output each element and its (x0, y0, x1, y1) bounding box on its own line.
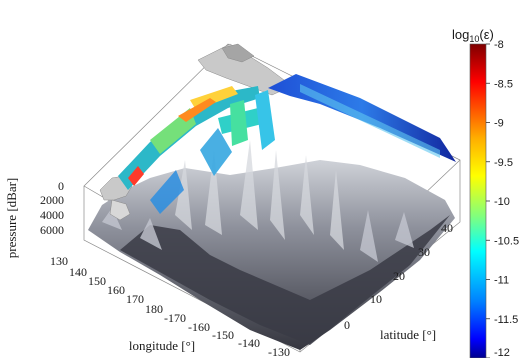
colorbar-tick-label: -9 (494, 118, 504, 130)
colorbar-tick-label: -10.5 (494, 235, 519, 247)
colorbar-tick-label: -11 (494, 275, 509, 287)
colorbar-title-eps: (ε) (479, 27, 493, 42)
pressure-tick-0: 0 (58, 179, 64, 193)
pressure-tick-2000: 2000 (40, 193, 64, 207)
colorbar-tick-label: -8 (494, 39, 504, 51)
longitude-tick-130: 130 (50, 254, 68, 268)
colorbar-tick-label: -12 (494, 347, 510, 358)
latitude-axis: 0 10 20 30 40 latitude [°] (344, 221, 453, 342)
longitude-tick-neg170: -170 (164, 311, 186, 325)
land-masses (99, 43, 293, 221)
longitude-tick-neg150: -150 (212, 328, 234, 342)
colorbar-title: log10(ε) (452, 27, 494, 44)
latitude-tick-10: 10 (370, 292, 382, 306)
colorbar-tick-label: -10 (494, 196, 510, 208)
longitude-tick-neg140: -140 (238, 336, 260, 350)
colorbar-title-log: log (452, 27, 469, 42)
latitude-axis-label: latitude [°] (380, 327, 436, 342)
longitude-tick-140: 140 (69, 265, 87, 279)
colorbar-title-sub: 10 (469, 34, 479, 44)
colorbar-tick-label: -9.5 (494, 157, 513, 169)
latitude-tick-20: 20 (393, 269, 405, 283)
longitude-axis-label: longitude [°] (129, 338, 195, 353)
colorbar-gradient (469, 43, 487, 358)
longitude-tick-150: 150 (88, 274, 106, 288)
pressure-tick-4000: 4000 (40, 208, 64, 222)
pressure-axis: 0 2000 4000 6000 pressure [dBar] (4, 178, 64, 259)
colorbar-tick-label: -11.5 (494, 314, 518, 326)
longitude-tick-160: 160 (107, 283, 125, 297)
colorbar-ticks: -8 -8.5 -9 -9.5 -10 -10.5 -11 -11.5 -12 (486, 39, 519, 358)
longitude-tick-180: 180 (145, 302, 163, 316)
pressure-tick-6000: 6000 (40, 223, 64, 237)
longitude-tick-neg160: -160 (188, 320, 210, 334)
latitude-tick-40: 40 (441, 221, 453, 235)
longitude-axis: 130 140 150 160 170 180 -170 -160 -150 -… (50, 254, 290, 358)
dissipation-sections (118, 74, 456, 214)
latitude-tick-30: 30 (418, 245, 430, 259)
colorbar-tick-label: -8.5 (494, 78, 513, 90)
colorbar: log10(ε) -8 -8.5 -9 -9.5 -10 -10.5 -11 -11.5 -12 (452, 27, 519, 358)
bathymetry-surface (88, 140, 455, 350)
longitude-tick-neg130: -130 (268, 345, 290, 358)
pressure-axis-label: pressure [dBar] (4, 178, 19, 259)
latitude-tick-0: 0 (344, 318, 350, 332)
longitude-tick-170: 170 (126, 292, 144, 306)
